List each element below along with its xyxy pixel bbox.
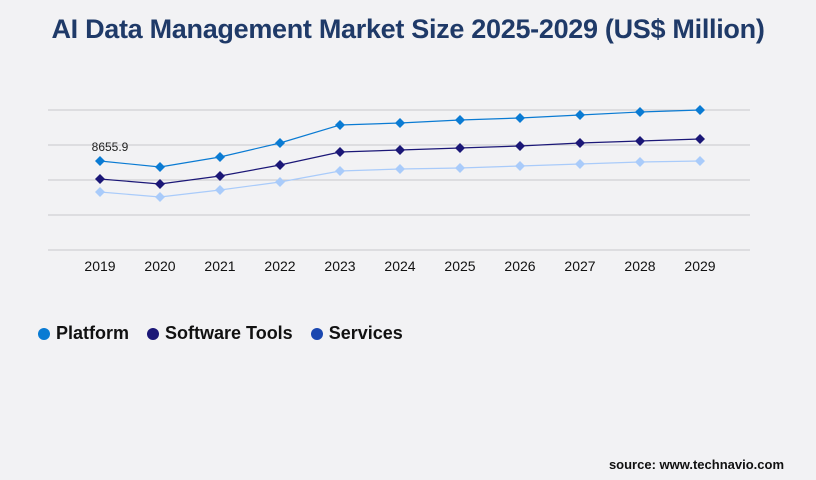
legend-item-platform: Platform — [38, 323, 129, 344]
x-tick-label: 2020 — [144, 258, 175, 274]
x-tick-label: 2028 — [624, 258, 655, 274]
data-point — [455, 114, 465, 125]
data-point — [275, 159, 285, 170]
data-point — [155, 191, 165, 202]
legend-marker-platform — [38, 327, 50, 340]
line-chart: 2019 2020 2021 2022 2023 2024 2025 2026 2027 2028… — [48, 105, 750, 274]
data-point — [335, 147, 345, 158]
x-tick-label: 2023 — [324, 258, 355, 274]
data-point — [395, 163, 405, 174]
x-tick-label: 2024 — [384, 258, 415, 274]
legend-label: Software Tools — [165, 323, 293, 343]
x-tick-label: 2027 — [564, 258, 595, 274]
legend-item-services: Services — [310, 323, 403, 344]
chart-title: AI Data Management Market Size 2025-2029… — [51, 14, 765, 44]
data-point — [275, 176, 285, 187]
legend: Platform Software Tools Services — [38, 323, 403, 344]
data-point — [575, 109, 585, 120]
data-point — [575, 159, 585, 170]
data-point — [455, 163, 465, 174]
data-point — [515, 160, 525, 171]
data-point — [275, 137, 285, 148]
legend-label: Services — [328, 323, 403, 343]
data-point — [155, 178, 165, 189]
x-tick-label: 2029 — [684, 258, 715, 274]
data-point — [455, 142, 465, 153]
data-point — [95, 174, 105, 185]
x-tick-label: 2021 — [204, 258, 235, 274]
data-point — [395, 144, 405, 155]
data-point — [695, 155, 705, 166]
data-label: 8655.9 — [92, 140, 129, 154]
data-point — [515, 112, 525, 123]
data-point — [215, 171, 225, 182]
data-point — [215, 184, 225, 195]
data-point — [335, 165, 345, 176]
legend-marker-services — [310, 327, 323, 340]
legend-label: Platform — [56, 323, 130, 343]
data-point — [95, 186, 105, 197]
data-point — [635, 136, 645, 147]
x-tick-label: 2022 — [264, 258, 295, 274]
legend-item-software-tools: Software Tools — [147, 323, 293, 344]
data-point — [635, 106, 645, 117]
data-point — [335, 119, 345, 130]
data-point — [395, 117, 405, 128]
data-point — [515, 140, 525, 151]
data-point — [635, 156, 645, 167]
data-point — [695, 133, 705, 144]
data-point — [95, 155, 105, 166]
data-point — [215, 151, 225, 162]
x-tick-label: 2025 — [444, 258, 475, 274]
data-point — [155, 162, 165, 173]
source-text: source: www.technavio.com — [608, 457, 784, 472]
x-tick-label: 2019 — [84, 258, 115, 274]
legend-marker-software-tools — [147, 327, 160, 340]
data-point — [695, 105, 705, 115]
data-point — [575, 137, 585, 148]
x-tick-label: 2026 — [504, 258, 535, 274]
